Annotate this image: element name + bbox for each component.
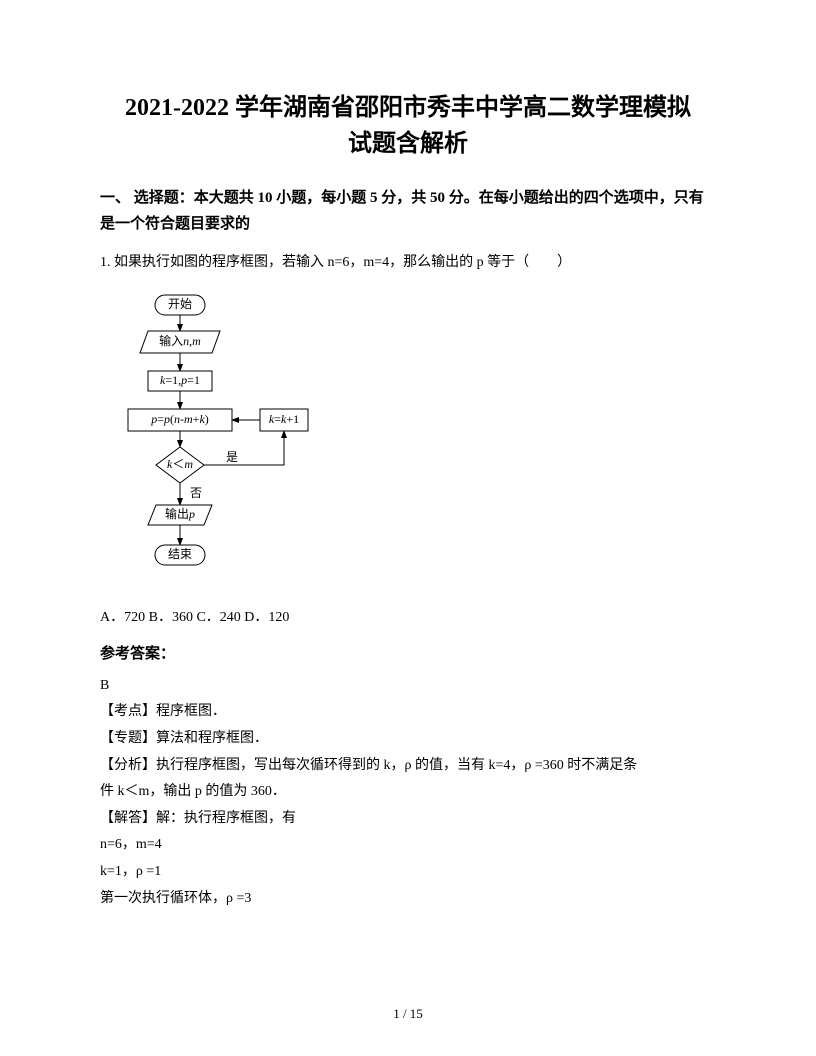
- answer-line: 第一次执行循环体，ρ =3: [100, 886, 716, 913]
- q1-flowchart: 是否 开始输入n,m k=1,p=1 p=p(n-m+k) k=k+1 k＜m 输出p 结束: [100, 287, 716, 592]
- answer-line: 【解答】解：执行程序框图，有: [100, 806, 716, 833]
- answer-header: 参考答案：: [100, 642, 716, 663]
- document-title: 2021-2022 学年湖南省邵阳市秀丰中学高二数学理模拟 试题含解析: [100, 90, 716, 162]
- svg-text:输入n,m: 输入n,m: [159, 333, 201, 348]
- svg-text:k=1,p=1: k=1,p=1: [160, 373, 200, 387]
- answer-body: B 【考点】程序框图． 【专题】算法和程序框图． 【分析】执行程序框图，写出每次…: [100, 673, 716, 912]
- q1-stem: 1. 如果执行如图的程序框图，若输入 n=6，m=4，那么输出的 p 等于（ ）: [100, 251, 716, 275]
- answer-line: 件 k＜m，输出 p 的值为 360．: [100, 779, 716, 806]
- answer-line: n=6，m=4: [100, 832, 716, 859]
- answer-line: 【专题】算法和程序框图．: [100, 726, 716, 753]
- answer-line: 【分析】执行程序框图，写出每次循环得到的 k，ρ 的值，当有 k=4，ρ =36…: [100, 753, 716, 780]
- svg-text:是: 是: [226, 450, 238, 464]
- svg-text:p=p(n-m+k): p=p(n-m+k): [150, 412, 209, 426]
- answer-line: 【考点】程序框图．: [100, 699, 716, 726]
- title-line-2: 试题含解析: [348, 131, 468, 157]
- svg-text:输出p: 输出p: [165, 506, 195, 521]
- q1-options: A．720 B．360 C．240 D．120: [100, 606, 716, 626]
- page-footer: 1 / 15: [0, 1006, 816, 1022]
- section-1-header: 一、 选择题：本大题共 10 小题，每小题 5 分，共 50 分。在每小题给出的…: [100, 186, 716, 237]
- title-line-1: 2021-2022 学年湖南省邵阳市秀丰中学高二数学理模拟: [125, 95, 691, 121]
- page: 2021-2022 学年湖南省邵阳市秀丰中学高二数学理模拟 试题含解析 一、 选…: [0, 0, 816, 1056]
- answer-line: k=1，ρ =1: [100, 859, 716, 886]
- svg-text:否: 否: [190, 486, 202, 500]
- svg-text:结束: 结束: [168, 547, 192, 561]
- answer-choice: B: [100, 673, 716, 700]
- svg-text:开始: 开始: [168, 297, 192, 311]
- svg-text:k=k+1: k=k+1: [269, 412, 299, 426]
- svg-text:k＜m: k＜m: [167, 457, 193, 471]
